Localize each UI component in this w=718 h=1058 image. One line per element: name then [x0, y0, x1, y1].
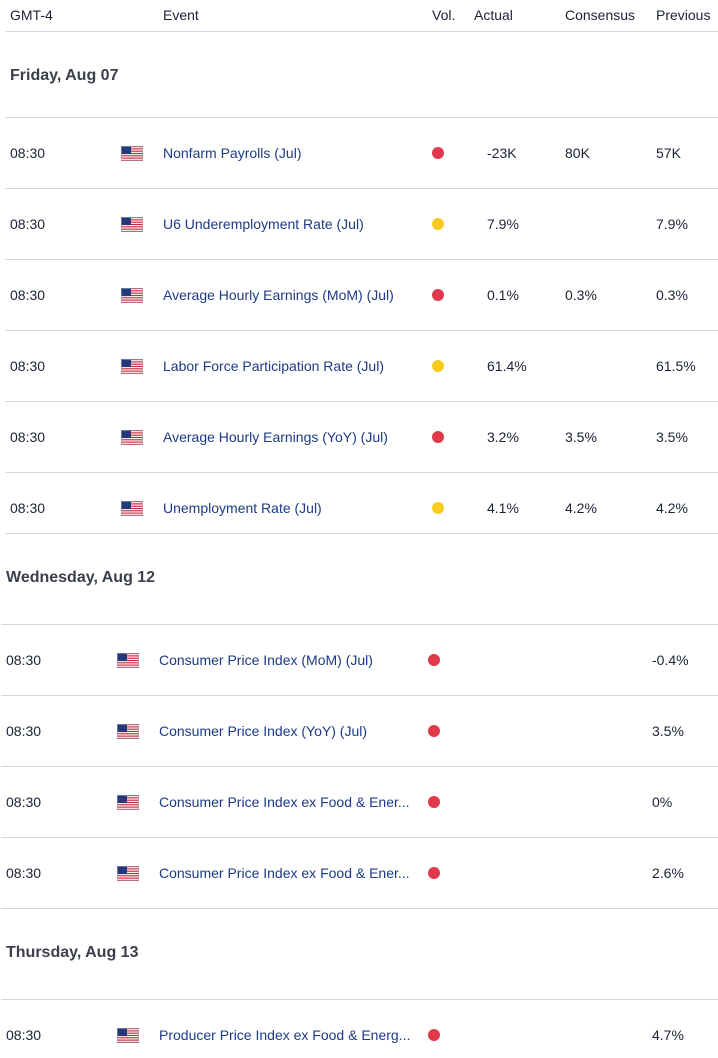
- us-flag-icon: [121, 359, 143, 374]
- high-volatility-icon: [428, 654, 440, 666]
- date-heading: Wednesday, Aug 12: [6, 569, 156, 586]
- medium-volatility-icon: [432, 218, 444, 230]
- event-time: 08:30: [6, 865, 42, 881]
- event-time: 08:30: [10, 429, 46, 445]
- date-heading: Friday, Aug 07: [10, 67, 119, 84]
- divider: [1, 624, 718, 625]
- event-name[interactable]: Average Hourly Earnings (YoY) (Jul): [163, 429, 388, 445]
- us-flag-icon: [121, 430, 143, 445]
- divider: [5, 401, 718, 402]
- high-volatility-icon: [428, 796, 440, 808]
- vol-header: Vol.: [432, 7, 456, 23]
- event-previous: 3.5%: [652, 723, 684, 739]
- divider: [1, 766, 718, 767]
- event-consensus: 4.2%: [565, 500, 597, 516]
- divider: [1, 908, 718, 909]
- event-consensus: 3.5%: [565, 429, 597, 445]
- high-volatility-icon: [432, 289, 444, 301]
- us-flag-icon: [117, 1028, 139, 1043]
- divider: [5, 330, 718, 331]
- event-time: 08:30: [6, 794, 42, 810]
- divider: [5, 533, 718, 534]
- event-header: Event: [163, 7, 199, 23]
- event-time: 08:30: [10, 216, 46, 232]
- event-actual: 0.1%: [487, 287, 519, 303]
- event-time: 08:30: [10, 500, 46, 516]
- previous-header: Previous: [656, 7, 711, 23]
- event-previous: 2.6%: [652, 865, 684, 881]
- event-time: 08:30: [6, 723, 42, 739]
- event-previous: 61.5%: [656, 358, 696, 374]
- event-actual: 4.1%: [487, 500, 519, 516]
- date-heading: Thursday, Aug 13: [6, 944, 139, 961]
- event-previous: 3.5%: [656, 429, 688, 445]
- divider: [5, 472, 718, 473]
- event-previous: -0.4%: [652, 652, 689, 668]
- us-flag-icon: [121, 146, 143, 161]
- event-name[interactable]: Consumer Price Index (MoM) (Jul): [159, 652, 373, 668]
- divider: [5, 117, 718, 118]
- event-name[interactable]: Labor Force Participation Rate (Jul): [163, 358, 384, 374]
- timezone-header[interactable]: GMT-4: [10, 7, 53, 23]
- event-actual: 3.2%: [487, 429, 519, 445]
- consensus-header: Consensus: [565, 7, 636, 23]
- us-flag-icon: [117, 653, 139, 668]
- high-volatility-icon: [428, 725, 440, 737]
- us-flag-icon: [121, 288, 143, 303]
- event-name[interactable]: U6 Underemployment Rate (Jul): [163, 216, 364, 232]
- event-previous: 7.9%: [656, 216, 688, 232]
- event-actual: -23K: [487, 145, 517, 161]
- event-name[interactable]: Unemployment Rate (Jul): [163, 500, 322, 516]
- divider: [1, 837, 718, 838]
- event-name[interactable]: Consumer Price Index (YoY) (Jul): [159, 723, 368, 739]
- event-previous: 0.3%: [656, 287, 688, 303]
- event-time: 08:30: [6, 1027, 42, 1043]
- event-previous: 4.7%: [652, 1027, 684, 1043]
- us-flag-icon: [117, 866, 139, 881]
- medium-volatility-icon: [432, 360, 444, 372]
- divider: [1, 695, 718, 696]
- us-flag-icon: [121, 217, 143, 232]
- high-volatility-icon: [428, 867, 440, 879]
- high-volatility-icon: [428, 1029, 440, 1041]
- event-previous: 57K: [656, 145, 681, 161]
- event-name[interactable]: Nonfarm Payrolls (Jul): [163, 145, 302, 161]
- us-flag-icon: [117, 724, 139, 739]
- us-flag-icon: [121, 501, 143, 516]
- event-name[interactable]: Consumer Price Index ex Food & Ener...: [159, 794, 410, 810]
- event-name[interactable]: Consumer Price Index ex Food & Ener...: [159, 865, 410, 881]
- divider: [5, 31, 718, 32]
- event-actual: 7.9%: [487, 216, 519, 232]
- event-time: 08:30: [10, 145, 46, 161]
- event-previous: 4.2%: [656, 500, 688, 516]
- high-volatility-icon: [432, 147, 444, 159]
- high-volatility-icon: [432, 431, 444, 443]
- event-actual: 61.4%: [487, 358, 527, 374]
- divider: [5, 259, 718, 260]
- event-time: 08:30: [6, 652, 42, 668]
- event-name[interactable]: Producer Price Index ex Food & Energ...: [159, 1027, 411, 1043]
- event-consensus: 80K: [565, 145, 590, 161]
- event-name[interactable]: Average Hourly Earnings (MoM) (Jul): [163, 287, 394, 303]
- event-consensus: 0.3%: [565, 287, 597, 303]
- medium-volatility-icon: [432, 502, 444, 514]
- us-flag-icon: [117, 795, 139, 810]
- event-previous: 0%: [652, 794, 673, 810]
- divider: [5, 188, 718, 189]
- event-time: 08:30: [10, 287, 46, 303]
- actual-header: Actual: [474, 7, 513, 23]
- divider: [1, 999, 718, 1000]
- event-time: 08:30: [10, 358, 46, 374]
